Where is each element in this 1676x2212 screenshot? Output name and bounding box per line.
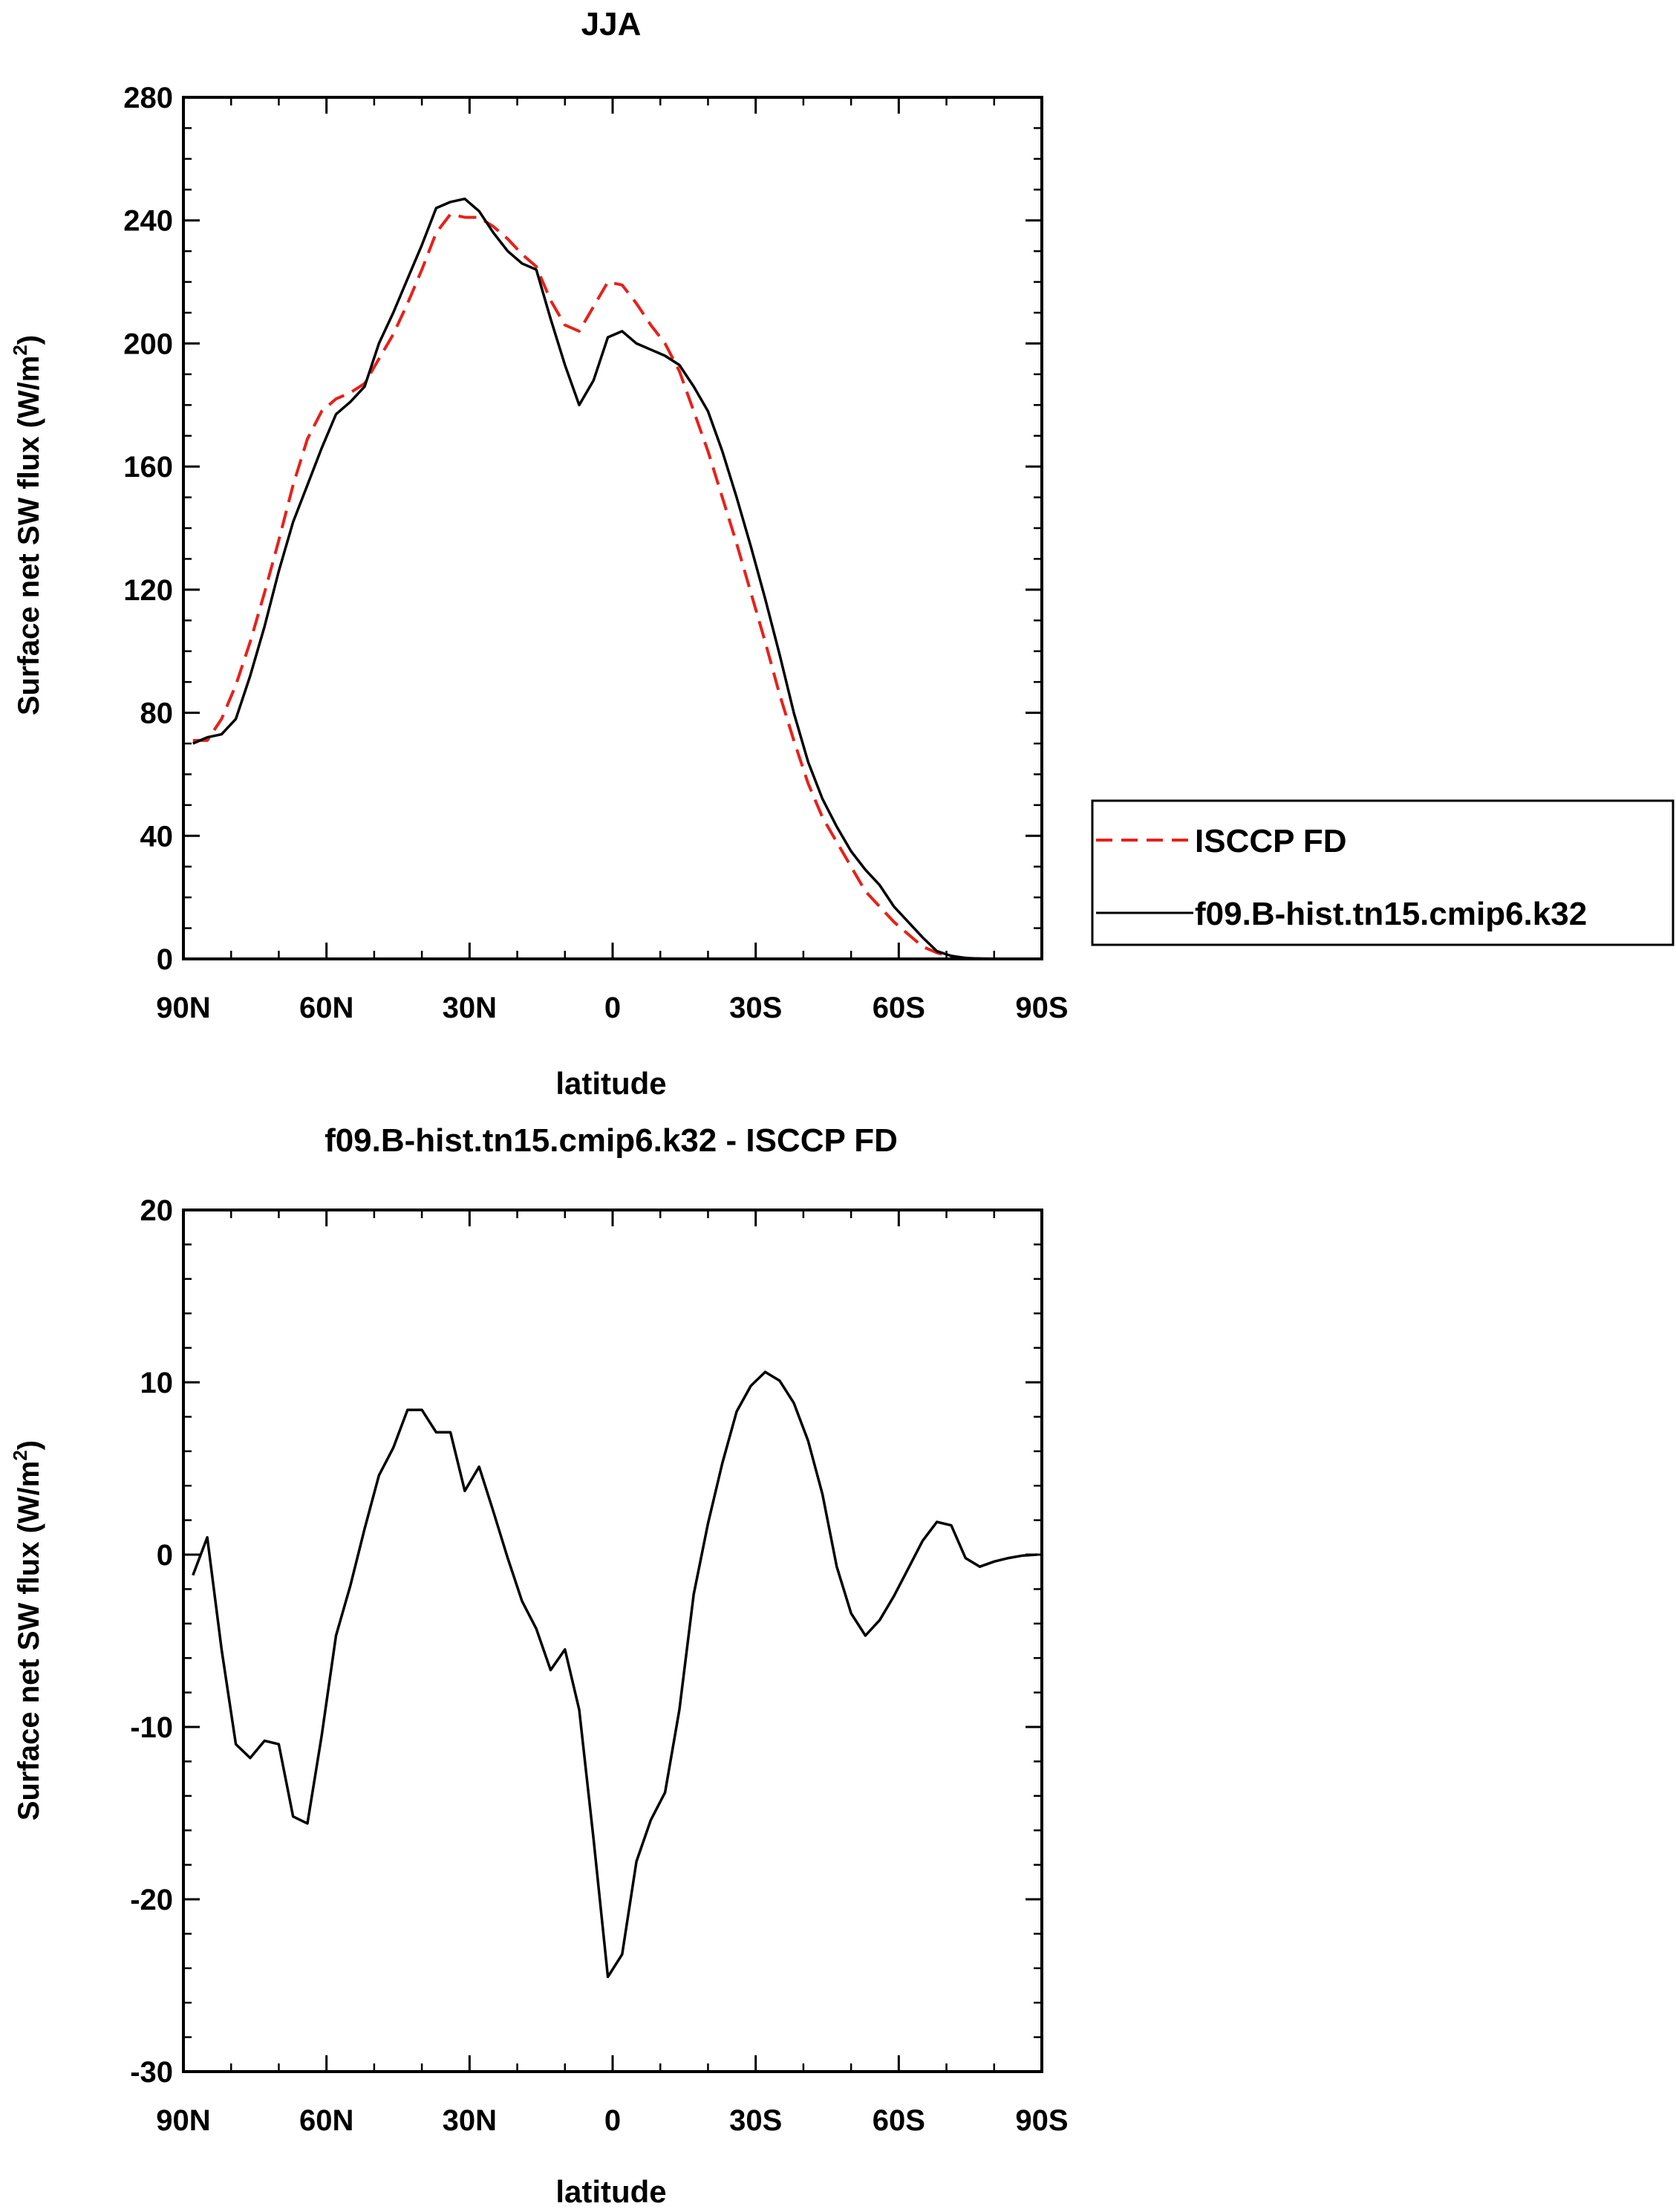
chart-top-ylabel-main: Surface net SW flux (W/m xyxy=(13,356,45,716)
chart-top-ytick-labels: 0 40 80 120 160 200 240 280 xyxy=(123,82,173,976)
ytick-label-5: 200 xyxy=(123,328,173,360)
chart-top-ylabel-superscript: 2 xyxy=(9,345,31,355)
xtick-label-5: 60S xyxy=(873,992,925,1024)
xtick-label-3: 0 xyxy=(604,992,621,1024)
series-line-1-model xyxy=(192,197,1037,960)
ytick-label-3: 120 xyxy=(123,574,173,607)
xtick-label-3: 0 xyxy=(604,2104,621,2137)
chart-top: JJA Surface net SW flux (W/m2) 0 40 80 120 1… xyxy=(9,6,1069,1101)
chart-bottom-ticks xyxy=(182,1209,1043,2073)
chart-top-ylabel: Surface net SW flux (W/m2) xyxy=(9,335,45,715)
chart-bottom-plot-frame xyxy=(182,1209,1043,2073)
chart-top-ylabel-tail: ) xyxy=(13,335,45,345)
chart-bottom-ylabel: Surface net SW flux (W/m2) xyxy=(9,1440,45,1821)
xtick-label-5: 60S xyxy=(873,2104,925,2137)
chart-top-xlabel: latitude xyxy=(555,1066,666,1101)
legend-label-model: f09.B-hist.tn15.cmip6.k32 xyxy=(1195,896,1587,932)
ytick-label-0: 0 xyxy=(157,943,173,976)
chart-top-xtick-labels: 90N 60N 30N 0 30S 60S 90S xyxy=(156,992,1068,1024)
chart-top-ticks xyxy=(182,96,1043,960)
xtick-label-6: 90S xyxy=(1015,2104,1068,2137)
chart-bottom-ylabel-main: Surface net SW flux (W/m xyxy=(13,1461,45,1821)
ytick-label-2: 80 xyxy=(140,697,174,730)
chart-bottom: f09.B-hist.tn15.cmip6.k32 - ISCCP FD Sur… xyxy=(9,1122,1069,2209)
chart-bottom-xlabel: latitude xyxy=(555,2174,666,2209)
xtick-label-1: 60N xyxy=(299,2104,353,2137)
chart-top-plot-frame xyxy=(182,96,1043,960)
chart-bottom-title: f09.B-hist.tn15.cmip6.k32 - ISCCP FD xyxy=(325,1122,898,1159)
chart-top-series-lines xyxy=(192,197,1037,960)
xtick-label-2: 30N xyxy=(443,2104,497,2137)
xtick-label-4: 30S xyxy=(729,2104,782,2137)
chart-bottom-ytick-labels: -30 -20 -10 0 10 20 xyxy=(130,1194,173,2089)
xtick-label-6: 90S xyxy=(1015,992,1068,1024)
ytick-label-4: 10 xyxy=(140,1367,174,1399)
xtick-label-2: 30N xyxy=(443,992,497,1024)
ytick-label-0: -30 xyxy=(130,2056,173,2089)
xtick-label-4: 30S xyxy=(729,992,782,1024)
chart-bottom-series-lines xyxy=(192,1370,1037,1979)
ytick-label-7: 280 xyxy=(123,82,173,114)
series-line-0-isccp-fd xyxy=(192,212,1037,960)
xtick-label-0: 90N xyxy=(156,992,210,1024)
xtick-label-1: 60N xyxy=(299,992,353,1024)
ytick-label-6: 240 xyxy=(123,205,173,238)
chart-bottom-ylabel-superscript: 2 xyxy=(9,1450,31,1460)
legend: ISCCP FD f09.B-hist.tn15.cmip6.k32 xyxy=(1091,799,1675,946)
series-line-0-model xyxy=(192,1370,1037,1979)
ytick-label-5: 20 xyxy=(140,1194,174,1227)
ytick-label-3: 0 xyxy=(157,1539,173,1572)
chart-bottom-xtick-labels: 90N 60N 30N 0 30S 60S 90S xyxy=(156,2104,1068,2137)
ytick-label-2: -10 xyxy=(130,1711,173,1744)
ytick-label-1: -20 xyxy=(130,1884,173,1916)
xtick-label-0: 90N xyxy=(156,2104,210,2137)
ytick-label-4: 160 xyxy=(123,451,173,484)
legend-box xyxy=(1091,799,1675,946)
chart-bottom-ylabel-tail: ) xyxy=(13,1440,45,1450)
chart-top-title: JJA xyxy=(581,6,642,42)
ytick-label-1: 40 xyxy=(140,820,174,853)
legend-label-isccp-fd: ISCCP FD xyxy=(1195,823,1347,859)
